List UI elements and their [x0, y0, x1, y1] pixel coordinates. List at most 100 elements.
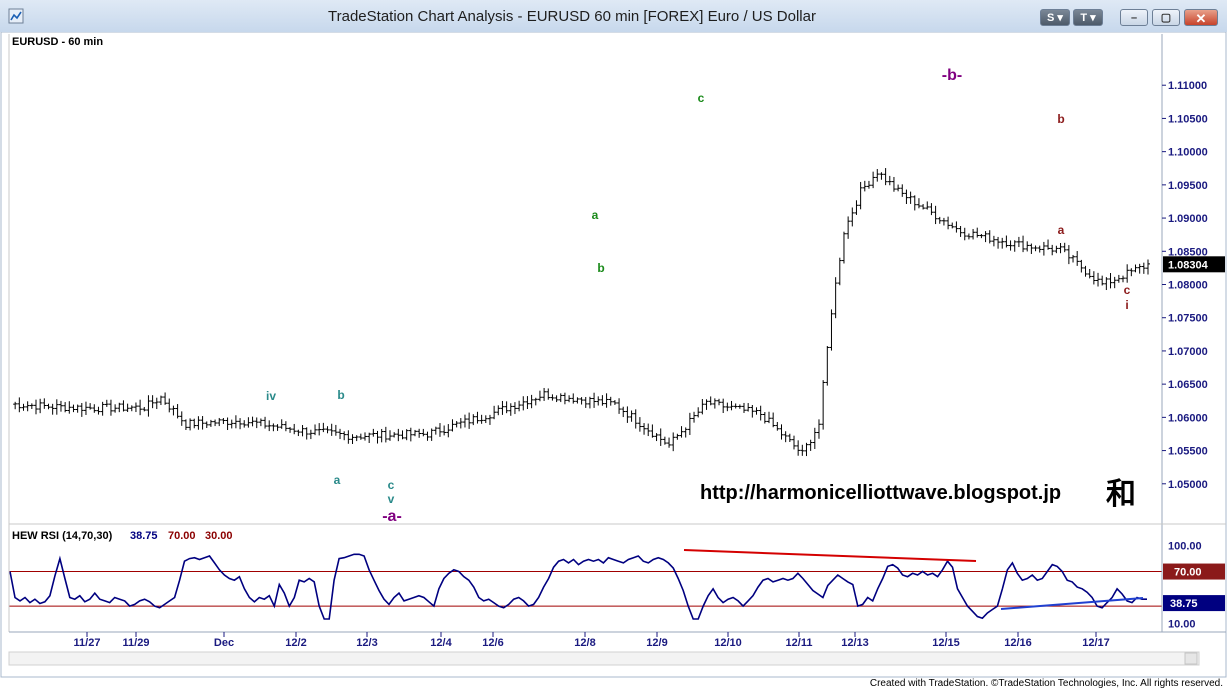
wave-label: -a-: [382, 508, 402, 525]
ohlc-bar: [687, 412, 692, 435]
ohlc-bar: [1075, 251, 1080, 266]
ohlc-bar: [654, 433, 659, 442]
ohlc-bar: [254, 417, 259, 429]
ohlc-bar: [729, 400, 734, 411]
ohlc-bar: [1112, 276, 1117, 289]
ohlc-bar: [121, 400, 126, 412]
close-button[interactable]: ✕: [1184, 9, 1218, 26]
ohlc-bar: [1062, 242, 1067, 253]
rsi-panel: HEW RSI (14,70,30) 38.75 70.00 30.00: [9, 530, 1162, 620]
ohlc-bar: [263, 416, 268, 429]
ohlc-bar: [991, 235, 996, 247]
ohlc-bar: [79, 402, 84, 417]
ohlc-bar: [1087, 268, 1092, 279]
ohlc-bar: [167, 398, 172, 413]
ohlc-bar: [442, 425, 447, 436]
ohlc-bar: [704, 399, 709, 410]
price-tick-label: 1.06500: [1168, 379, 1208, 391]
ohlc-bar: [1121, 275, 1126, 283]
ohlc-bar: [1021, 235, 1026, 253]
ohlc-bar: [304, 427, 309, 440]
time-tick-label: Dec: [214, 637, 234, 649]
ohlc-bar: [221, 418, 226, 425]
ohlc-bar: [1071, 254, 1076, 263]
ohlc-bar: [346, 430, 351, 444]
ohlc-bar: [492, 405, 497, 420]
symbol-menu-button[interactable]: S ▾: [1040, 9, 1070, 26]
ohlc-bar: [841, 231, 846, 264]
ohlc-bar: [1046, 239, 1051, 250]
ohlc-bar: [1004, 235, 1009, 248]
rsi-title: HEW RSI (14,70,30) 38.75 70.00 30.00: [12, 530, 233, 542]
ohlc-bar: [683, 427, 688, 438]
ohlc-bar: [879, 172, 884, 180]
ohlc-bar: [871, 171, 876, 189]
ohlc-bar: [233, 415, 238, 429]
ohlc-bar: [454, 421, 459, 428]
ohlc-bar: [816, 419, 821, 439]
ohlc-bar: [42, 398, 47, 409]
maximize-button[interactable]: ▢: [1152, 9, 1180, 26]
ohlc-bar: [383, 426, 388, 443]
price-panel: EURUSD - 60 min http://harmonicelliottwav…: [12, 36, 1150, 511]
ohlc-bar: [375, 430, 380, 444]
ohlc-bar: [504, 401, 509, 414]
ohlc-bar: [358, 433, 363, 440]
ohlc-bar: [896, 184, 901, 192]
ohlc-bar: [363, 432, 368, 441]
ohlc-bar: [325, 426, 330, 434]
chart-area: EURUSD - 60 min http://harmonicelliottwav…: [0, 32, 1227, 678]
ohlc-bar: [29, 403, 34, 409]
ohlc-bar: [558, 393, 563, 403]
ohlc-bar: [433, 426, 438, 435]
price-panel-title: EURUSD - 60 min: [12, 36, 103, 48]
ohlc-bar: [96, 406, 101, 415]
ohlc-bar: [367, 432, 372, 444]
ohlc-bar: [46, 403, 51, 410]
ohlc-bar: [521, 396, 526, 411]
ohlc-bar: [858, 181, 863, 210]
price-tick-label: 1.07000: [1168, 346, 1208, 358]
ohlc-bar: [496, 405, 501, 416]
ohlc-bar: [354, 435, 359, 442]
ohlc-bar: [592, 392, 597, 408]
ohlc-bar: [1125, 264, 1130, 283]
time-tick-label: 12/4: [430, 637, 452, 649]
rsi-line: [9, 553, 1147, 620]
price-tick-label: 1.10500: [1168, 113, 1208, 125]
ohlc-bar: [338, 428, 343, 440]
ohlc-bar: [933, 205, 938, 225]
ohlc-bar: [292, 423, 297, 435]
ohlc-bar: [804, 442, 809, 457]
ohlc-bar: [500, 400, 505, 415]
ohlc-bar: [71, 404, 76, 413]
ohlc-bar: [946, 216, 951, 230]
ohlc-bar: [612, 400, 617, 405]
ohlc-bar: [313, 424, 318, 436]
horizontal-scrollbar[interactable]: [8, 651, 1200, 666]
time-tick-label: 12/3: [356, 637, 377, 649]
ohlc-bar: [671, 432, 676, 452]
price-tick-label: 1.09500: [1168, 180, 1208, 192]
ohlc-bar: [1100, 275, 1105, 286]
ohlc-bar: [429, 428, 434, 441]
ohlc-bar: [742, 402, 747, 413]
ohlc-bar: [1033, 245, 1038, 252]
ohlc-bar: [462, 414, 467, 428]
last-price-label: 1.08304: [1168, 259, 1209, 271]
ohlc-bar: [667, 437, 672, 448]
ohlc-bar: [562, 392, 567, 405]
credit-text: Created with TradeStation. ©TradeStation…: [869, 678, 1223, 689]
ohlc-bar: [204, 421, 209, 429]
rsi-value-box-label: 38.75: [1170, 598, 1198, 610]
ohlc-bar: [21, 403, 26, 411]
ohlc-bar: [1054, 245, 1059, 254]
tools-menu-button[interactable]: T ▾: [1073, 9, 1103, 26]
ohlc-bar: [1104, 277, 1109, 291]
ohlc-bar: [746, 403, 751, 412]
minimize-button[interactable]: –: [1120, 9, 1148, 26]
ohlc-bar: [646, 423, 651, 437]
ohlc-bar: [217, 417, 222, 427]
wave-label: c: [1124, 283, 1131, 297]
ohlc-bar: [183, 419, 188, 430]
